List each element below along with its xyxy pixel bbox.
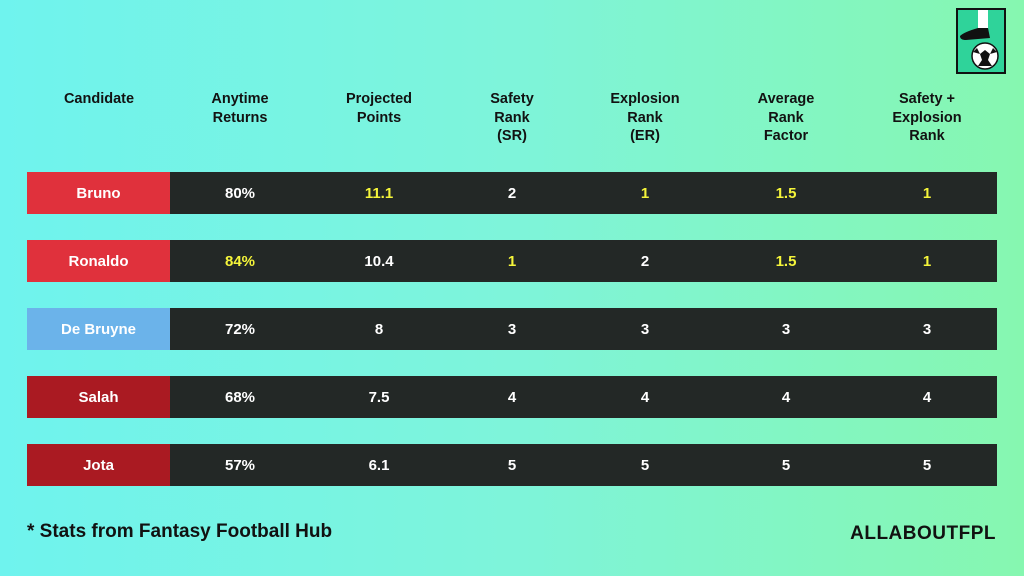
value-cell: 2 [507, 184, 517, 202]
value-cell: 3 [922, 320, 932, 338]
value-cell: 5 [507, 456, 517, 474]
column-header-line: Rank [494, 109, 530, 126]
column-header: Average Rank Factor [721, 90, 851, 146]
table-row: Salah 68% 7.5 4 4 4 4 [27, 376, 997, 418]
value-cell: 1 [922, 252, 932, 270]
column-header-line: (SR) [497, 128, 527, 144]
value-cell: 5 [640, 456, 650, 474]
value-cell: 2 [640, 252, 650, 270]
value-cell: 68% [224, 388, 256, 406]
table-row: Bruno 80% 11.1 2 1 1.5 1 [27, 172, 997, 214]
value-cell: 57% [224, 456, 256, 474]
column-header-line: Candidate [63, 91, 135, 107]
row-band [170, 172, 997, 214]
column-header-line: Rank [909, 128, 945, 144]
row-band [170, 444, 997, 486]
value-cell: 72% [224, 320, 256, 338]
value-cell: 80% [224, 184, 256, 202]
candidate-name-cell: Bruno [27, 172, 170, 214]
column-header: Projected Points [314, 90, 444, 127]
value-cell: 7.5 [368, 388, 390, 406]
column-header-line: Rank [627, 109, 663, 126]
table-row: De Bruyne 72% 8 3 3 3 3 [27, 308, 997, 350]
value-cell: 6.1 [368, 456, 390, 474]
value-cell: 3 [640, 320, 650, 338]
row-band [170, 308, 997, 350]
column-header-line: (ER) [630, 128, 660, 144]
value-cell: 10.4 [364, 252, 394, 270]
row-band [170, 376, 997, 418]
footnote: * Stats from Fantasy Football Hub [27, 521, 333, 542]
value-cell: 3 [781, 320, 791, 338]
value-cell: 5 [781, 456, 791, 474]
value-cell: 4 [640, 388, 650, 406]
value-cell: 84% [224, 252, 256, 270]
candidate-name-cell: Jota [27, 444, 170, 486]
value-cell: 5 [922, 456, 932, 474]
column-header: Candidate [34, 90, 164, 109]
column-header-line: Safety + [898, 91, 956, 107]
value-cell: 3 [507, 320, 517, 338]
value-cell: 1 [922, 184, 932, 202]
column-header-line: Anytime [211, 91, 269, 107]
column-header-line: Returns [212, 109, 268, 126]
table-header: Candidate Anytime Returns Projected Points Sa… [0, 90, 1024, 160]
column-header-line: Projected [345, 91, 413, 107]
column-header-line: Explosion [892, 109, 962, 126]
row-band [170, 240, 997, 282]
candidate-name-cell: Ronaldo [27, 240, 170, 282]
candidate-name-cell: Salah [27, 376, 170, 418]
column-header-line: Rank [768, 109, 804, 126]
value-cell: 4 [922, 388, 932, 406]
value-cell: 4 [507, 388, 517, 406]
column-header-line: Factor [763, 128, 809, 144]
column-header-line: Average [757, 91, 815, 107]
value-cell: 1.5 [775, 252, 797, 270]
value-cell: 8 [374, 320, 384, 338]
value-cell: 4 [781, 388, 791, 406]
table-row: Ronaldo 84% 10.4 1 2 1.5 1 [27, 240, 997, 282]
column-header: Anytime Returns [175, 90, 305, 127]
column-header-line: Safety [490, 91, 534, 107]
candidate-name-cell: De Bruyne [27, 308, 170, 350]
brand-wordmark: ALLABOUTFPL [850, 523, 996, 544]
column-header: Explosion Rank (ER) [580, 90, 710, 146]
value-cell: 1.5 [775, 184, 797, 202]
column-header-line: Explosion [610, 91, 680, 107]
column-header: Safety + Explosion Rank [862, 90, 992, 146]
column-header-line: Points [356, 109, 402, 126]
value-cell: 1 [507, 252, 517, 270]
boot-and-football-icon [956, 8, 1006, 74]
value-cell: 11.1 [364, 184, 394, 202]
table-row: Jota 57% 6.1 5 5 5 5 [27, 444, 997, 486]
column-header: Safety Rank (SR) [447, 90, 577, 146]
value-cell: 1 [640, 184, 650, 202]
